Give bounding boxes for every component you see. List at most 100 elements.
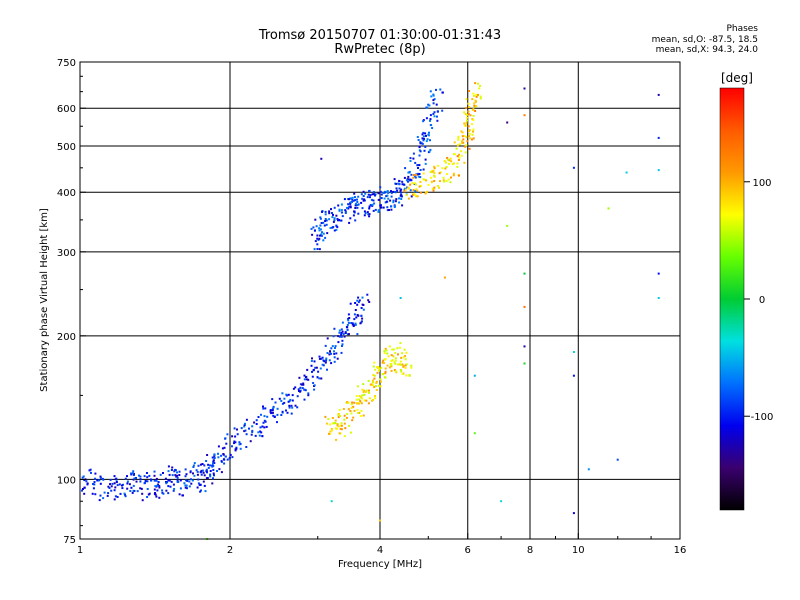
echo-point [317,370,320,373]
echo-point [449,157,452,160]
echo-point [245,446,248,448]
echo-point [243,430,246,433]
echo-point [472,128,475,131]
echo-point [363,210,366,213]
echo-point [274,401,277,404]
echo-point [328,423,331,426]
echo-point [377,209,380,212]
echo-point [271,398,274,401]
echo-point [130,473,133,476]
echo-point [412,152,415,155]
echo-point [372,191,375,194]
echo-point [205,468,208,471]
echo-point [401,373,404,375]
echo-point [92,483,94,485]
echo-point [374,397,377,400]
echo-point [433,186,436,189]
echo-point [343,435,346,438]
echo-point [453,141,456,144]
echo-point [433,174,436,177]
echo-point [357,195,360,198]
echo-point [322,239,325,242]
echo-point [424,192,427,195]
echo-point [360,314,363,317]
echo-point [412,189,415,192]
echo-point [190,482,193,485]
echo-point [379,190,382,193]
echo-point [460,154,463,157]
echo-point [429,118,432,121]
echo-point [353,409,356,412]
echo-point [231,435,234,438]
echo-point [113,498,116,501]
echo-point [433,115,436,118]
echo-point [523,272,526,275]
echo-point [428,104,431,107]
echo-point [431,187,434,190]
echo-point [286,411,289,414]
echo-point [201,463,204,465]
echo-point [300,383,303,386]
echo-point [115,477,118,480]
echo-point [345,326,348,329]
echo-point [123,492,126,495]
echo-point [338,331,341,334]
echo-point [419,176,422,179]
echo-point [331,417,334,419]
echo-point [415,173,418,176]
echo-point [386,206,389,209]
echo-point [433,175,436,178]
y-tick-label: 600 [57,104,76,115]
echo-point [81,489,83,492]
echo-point [572,166,575,169]
echo-point [414,190,416,192]
echo-point [352,405,355,408]
echo-point [374,194,376,197]
echo-point [317,238,320,241]
echo-point [262,421,265,424]
echo-point [141,499,144,502]
echo-point [255,423,258,425]
echo-point [428,131,430,134]
echo-point [400,198,403,200]
echo-point [441,109,444,112]
echo-point [415,188,418,191]
echo-point [419,142,422,145]
echo-point [478,87,481,90]
echo-point [331,422,334,425]
echo-point [442,176,445,179]
echo-point [456,165,459,168]
echo-point [336,357,339,360]
echo-point [266,415,269,418]
echo-point [374,193,377,196]
echo-point [273,415,276,418]
echo-point [339,415,342,417]
echo-point [433,165,436,168]
echo-point [365,389,368,392]
echo-point [324,220,327,222]
echo-point [314,240,317,243]
echo-point [119,492,122,495]
echo-point [450,176,452,179]
echo-point [386,191,389,194]
echo-point [368,389,370,392]
echo-point [452,174,455,177]
echo-point [384,372,387,375]
echo-point [432,94,435,97]
echo-point [337,425,340,428]
echo-point [402,365,405,368]
echo-point [407,197,410,200]
echo-point [393,361,396,364]
echo-point [281,410,284,413]
echo-point [354,219,357,222]
echo-point [398,179,401,182]
echo-point [328,359,331,362]
echo-point [167,492,170,495]
echo-point [473,94,475,97]
echo-point [394,359,397,362]
echo-point [233,442,235,445]
echo-point [83,486,86,489]
echo-point [200,469,203,472]
echo-point [347,321,350,324]
echo-point [472,137,475,140]
